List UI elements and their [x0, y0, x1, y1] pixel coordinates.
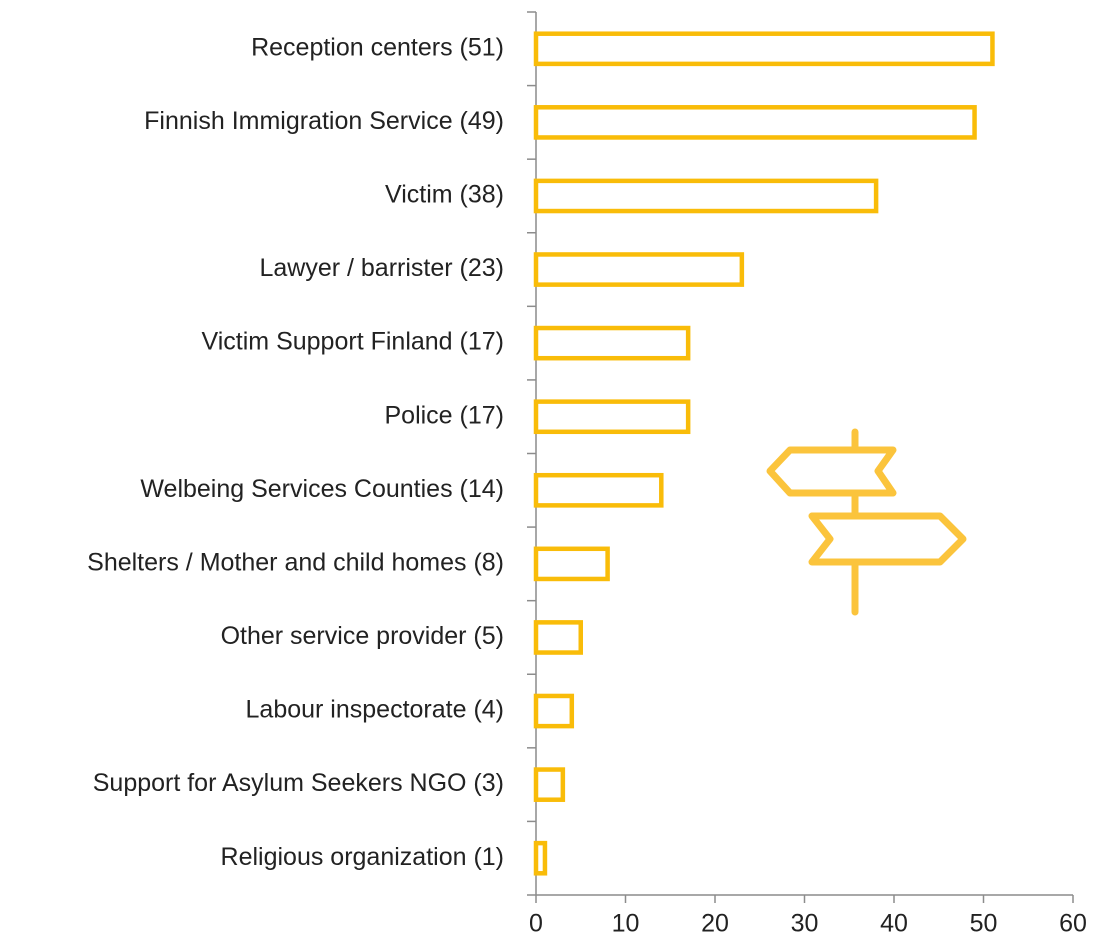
bar	[533, 840, 548, 876]
y-tick-label: Lawyer / barrister (23)	[259, 254, 504, 282]
bar	[533, 767, 566, 802]
x-tick-label: 40	[880, 910, 908, 938]
y-tick-label: Support for Asylum Seekers NGO (3)	[93, 769, 504, 797]
signpost-icon	[766, 428, 967, 616]
x-tick-label: 10	[612, 910, 640, 938]
y-tick-label: Labour inspectorate (4)	[246, 696, 504, 724]
bar	[533, 399, 691, 435]
x-tick-label: 50	[970, 910, 998, 938]
y-tick-label: Victim Support Finland (17)	[202, 328, 504, 356]
bar	[533, 325, 691, 361]
y-tick-label: Reception centers (51)	[251, 33, 504, 61]
y-tick-label: Finnish Immigration Service (49)	[144, 107, 504, 135]
bar	[533, 252, 745, 287]
y-tick-label: Shelters / Mother and child homes (8)	[87, 548, 504, 576]
bar	[533, 472, 664, 508]
bar	[533, 31, 995, 67]
y-tick-label: Religious organization (1)	[221, 843, 504, 871]
bar	[533, 105, 977, 140]
y-tick-label: Welbeing Services Counties (14)	[140, 475, 504, 503]
x-tick-label: 30	[791, 910, 819, 938]
y-tick-label: Police (17)	[385, 401, 505, 429]
x-tick-label: 60	[1059, 910, 1087, 938]
y-tick-label: Other service provider (5)	[221, 622, 504, 650]
y-tick-label: Victim (38)	[385, 181, 504, 209]
x-tick-label: 0	[529, 910, 543, 938]
bar	[533, 546, 610, 582]
bar	[533, 620, 583, 655]
x-tick-label: 20	[701, 910, 729, 938]
bar	[533, 693, 575, 729]
bar	[533, 178, 879, 214]
